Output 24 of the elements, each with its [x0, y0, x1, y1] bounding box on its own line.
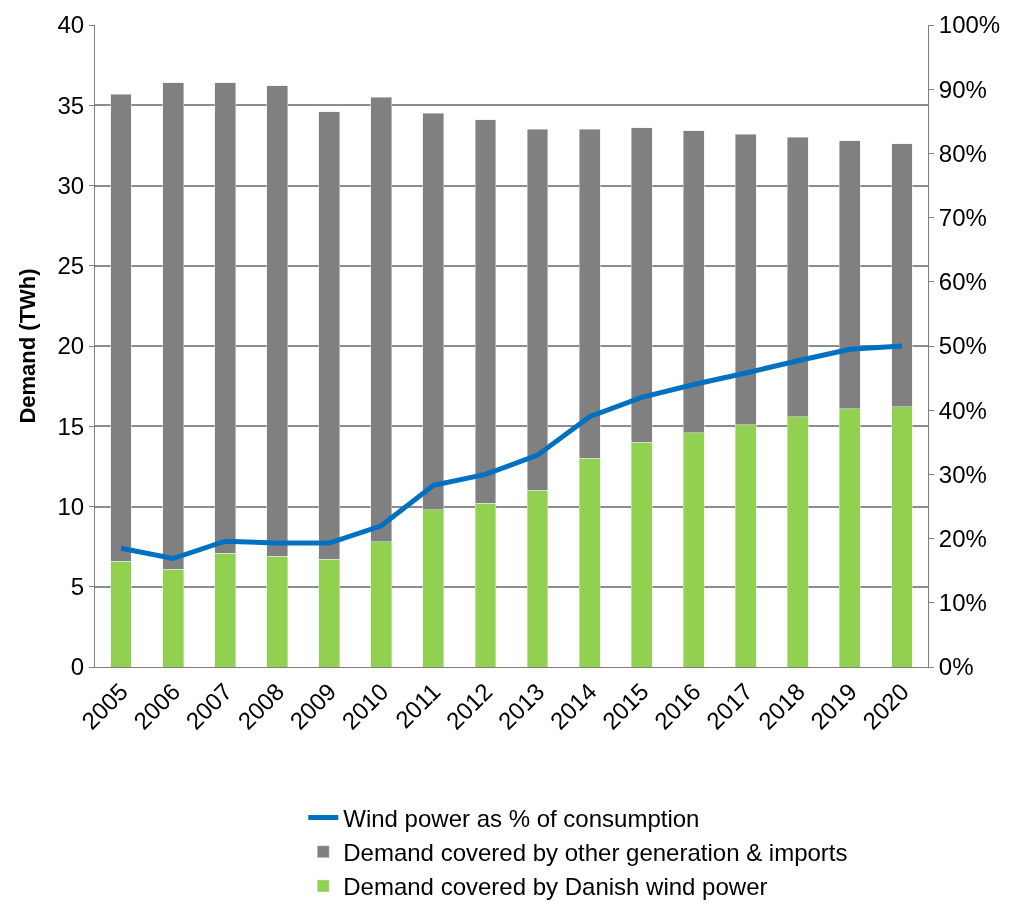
y-tick-label: 20: [57, 332, 85, 360]
legend-label: Demand covered by Danish wind power: [343, 873, 768, 901]
y-tick-label: 5: [70, 573, 85, 601]
y2-tick-label: 30%: [938, 460, 987, 488]
y-tick-label: 35: [57, 91, 85, 119]
y2-tick-label: 80%: [938, 139, 987, 167]
y-tick-label: 0: [70, 653, 85, 681]
y2-tick-label: 0%: [938, 653, 974, 681]
y2-tick-label: 40%: [938, 396, 987, 424]
y-tick-label: 30: [57, 171, 85, 199]
y2-tick-label: 10%: [938, 589, 987, 617]
y2-tick-label: 70%: [938, 204, 987, 231]
y2-tick-label: 60%: [938, 268, 987, 296]
y2-tick-label: 50%: [938, 332, 987, 360]
y2-tick-label: 20%: [938, 525, 987, 552]
legend-label: Demand covered by other generation & imports: [343, 839, 848, 867]
y2-tick-label: 100%: [938, 11, 1001, 39]
y-tick-label: 25: [57, 252, 85, 280]
y-axis-title: Demand (TWh): [15, 268, 41, 424]
y-tick-label: 15: [57, 412, 85, 440]
y-tick-label: 40: [57, 11, 85, 39]
y2-tick-label: 90%: [938, 75, 987, 103]
y-tick-label: 10: [57, 492, 85, 520]
legend-label: Wind power as % of consumption: [343, 804, 700, 832]
